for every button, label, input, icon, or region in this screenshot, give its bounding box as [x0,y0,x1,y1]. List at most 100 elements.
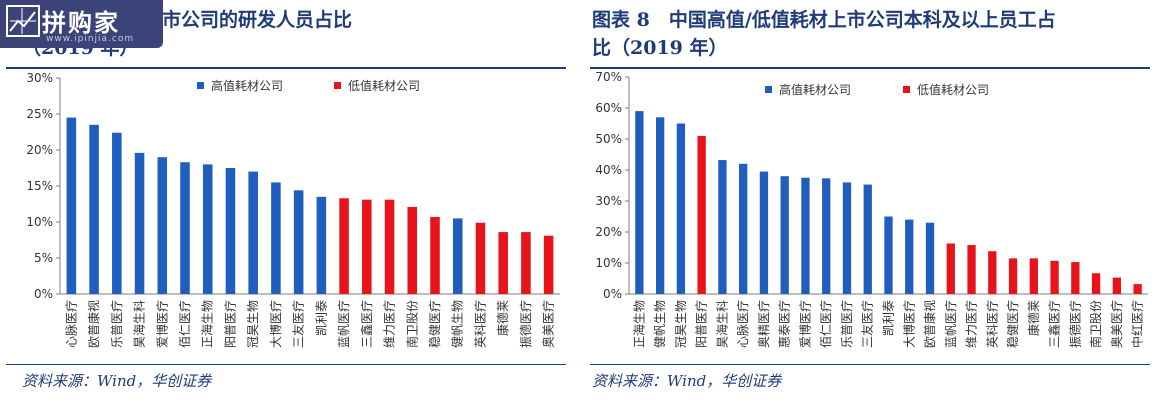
x-tick-label: 稳健医疗 [1005,300,1020,348]
y-tick-label: 25% [26,107,53,121]
bar-康德莱 [498,232,508,294]
y-tick-label: 0% [34,287,53,301]
x-tick-label: 佰仁医疗 [178,300,192,348]
legend-swatch [334,82,341,89]
y-tick-label: 20% [26,143,53,157]
bar-三友医疗 [293,190,304,294]
bar-昊海生科 [718,160,727,294]
legend-swatch [903,86,910,93]
y-tick-label: 50% [595,132,622,146]
x-tick-label: 昊海生科 [132,300,147,348]
y-tick-label: 20% [595,225,622,239]
bar-稳健医疗 [1008,258,1018,294]
x-tick-label: 健帆生物 [652,300,667,348]
bar-蓝帆医疗 [339,198,349,294]
bar-维力医疗 [384,199,395,294]
left-bar-chart: 0% 5% 10% 15% 20% 25% 30% 心脉医疗 欧普康视 乐普医疗 昊海生科 爱博医疗佰… [26,71,560,348]
watermark-brand: 拼购家 [42,9,120,37]
bar-凯利泰 [884,216,893,294]
x-tick-label: 奥美医疗 [1110,300,1124,348]
left-title-rule [6,67,566,69]
x-tick-label: 欧普康视 [86,300,101,348]
x-tick-label: 蓝帆医疗 [336,300,351,348]
bar-爱博医疗 [157,157,168,294]
bar-惠泰医疗 [780,176,789,294]
bar-大博医疗 [271,182,281,294]
bar-冠昊生物 [248,171,258,294]
x-tick-label: 维力医疗 [383,300,397,348]
x-tick-label: 三鑫医疗 [359,300,374,348]
left-source-note: 资料来源：Wind，华创证券 [22,372,212,390]
x-tick-label: 健帆生物 [450,300,465,348]
right-bar-chart: 0% 10% 20% 30% 40% 50% 60% 70% 正海生物 健帆生物 冠昊生物 阳普医疗昊… [595,70,1148,348]
x-tick-label: 大博医疗 [268,300,283,348]
bar-健帆生物 [452,218,463,294]
y-tick-label: 30% [595,194,622,208]
x-tick-label: 凯利泰 [882,300,896,336]
left-source-rule [6,364,566,365]
x-tick-label: 阳普医疗 [223,300,237,348]
y-tick-label: 0% [603,287,622,301]
x-tick-label: 三鑫医疗 [1047,300,1062,348]
x-tick-label: 蓝帆医疗 [943,300,958,348]
bar-昊海生科 [134,152,145,294]
y-tick-label: 15% [26,179,53,193]
right-title-rule [590,67,1150,69]
x-tick-label: 英科医疗 [985,300,999,348]
x-tick-label: 三友医疗 [292,300,306,348]
bar-阳普医疗 [697,135,706,294]
x-tick-label: 凯利泰 [314,300,328,336]
bar-英科医疗 [475,222,486,294]
x-tick-label: 心脉医疗 [63,300,78,348]
y-tick-label: 10% [26,215,53,229]
x-tick-label: 振德医疗 [518,300,533,348]
legend-swatch [765,86,772,93]
x-tick-label: 昊海生科 [714,300,729,348]
bar-南卫股份 [1091,273,1101,294]
x-tick-label: 维力医疗 [965,300,979,348]
bar-维力医疗 [967,245,976,294]
bar-三鑫医疗 [362,199,372,294]
x-tick-label: 康德莱 [1026,300,1041,336]
bar-乐普医疗 [112,132,122,294]
bar-中红医疗 [1133,284,1142,294]
legend-label: 高值耗材公司 [779,82,851,97]
bar-三鑫医疗 [1050,260,1059,294]
legend-label: 高值耗材公司 [211,78,283,93]
watermark-logo: 拼购家 www.ipinjia.com [0,0,163,48]
x-tick-label: 心脉医疗 [735,300,750,348]
bar-凯利泰 [316,196,327,294]
x-tick-label: 正海生物 [631,300,646,348]
y-tick-label: 40% [595,163,622,177]
bar-大博医疗 [905,219,914,294]
bar-心脉医疗 [66,117,77,294]
y-tick-label: 5% [34,251,53,265]
bar-欧普康视 [925,222,935,294]
bar-英科医疗 [988,251,997,294]
bar-冠昊生物 [676,123,686,294]
chart-icon [6,5,40,37]
x-tick-label: 大博医疗 [901,300,916,348]
x-tick-label: 南卫股份 [404,300,419,348]
bar-奥美医疗 [1112,277,1122,294]
x-tick-label: 三友医疗 [861,300,875,348]
bar-阳普医疗 [225,168,236,294]
x-tick-label: 爱博医疗 [797,300,812,348]
x-tick-label: 奥美医疗 [542,300,556,348]
bar-欧普康视 [89,124,99,294]
y-tick-label: 60% [595,101,622,115]
y-tick-label: 30% [26,71,53,85]
bar-爱博医疗 [801,177,810,294]
bar-振德医疗 [521,232,531,294]
bar-奥精医疗 [759,171,769,294]
bar-健帆生物 [655,117,665,294]
y-tick-label: 70% [595,70,622,84]
x-tick-label: 正海生物 [200,300,215,348]
x-tick-label: 冠昊生物 [674,300,688,348]
x-tick-label: 稳健医疗 [427,300,442,348]
x-tick-label: 爱博医疗 [154,300,169,348]
x-tick-label: 中红医疗 [1130,300,1145,348]
legend-label: 低值耗材公司 [917,82,989,97]
bar-心脉医疗 [739,163,748,294]
x-tick-label: 佰仁医疗 [819,300,833,348]
